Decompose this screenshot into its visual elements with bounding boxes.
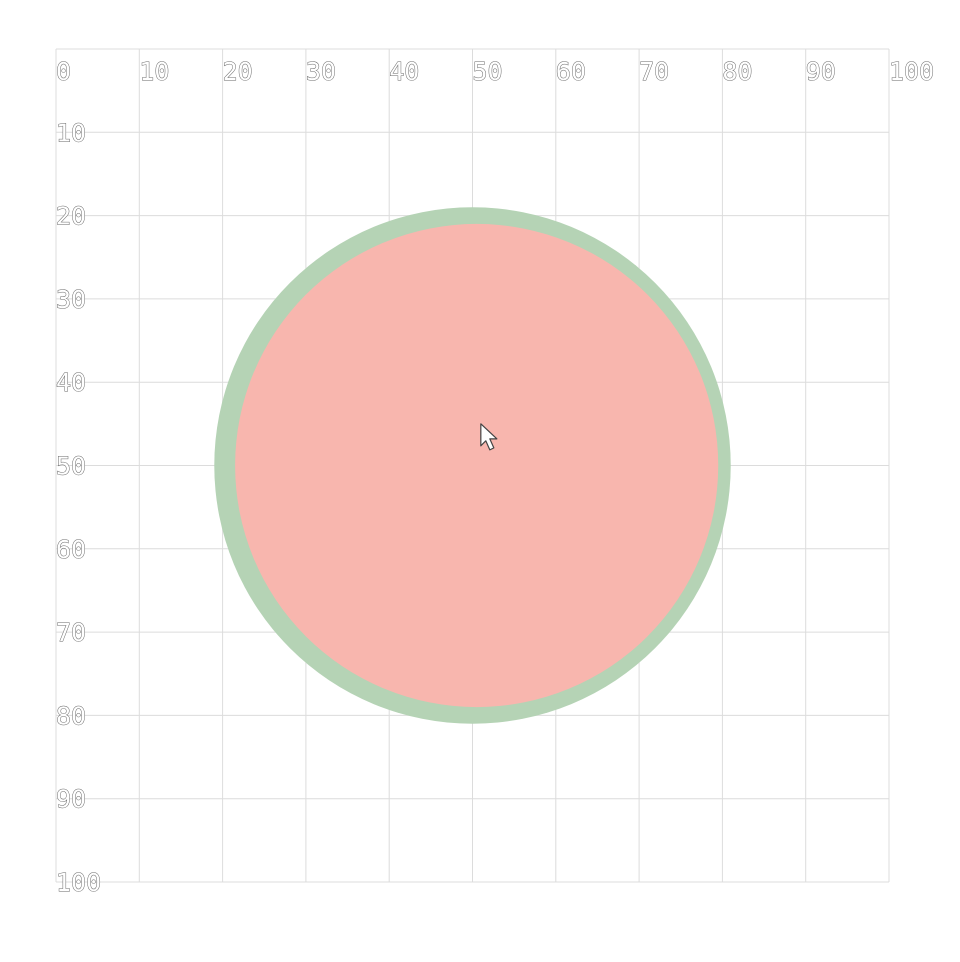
x-tick-label: 0	[56, 57, 71, 86]
inner-circle[interactable]	[235, 223, 719, 708]
y-tick-label: 50	[56, 452, 86, 481]
y-tick-label: 40	[56, 368, 86, 397]
x-tick-label: 10	[139, 57, 169, 86]
x-tick-label: 40	[389, 57, 419, 86]
x-tick-label: 70	[639, 57, 669, 86]
x-tick-label: 50	[473, 57, 503, 86]
y-tick-label: 70	[56, 618, 86, 647]
x-tick-label: 60	[556, 57, 586, 86]
y-tick-label: 20	[56, 202, 86, 231]
x-tick-label: 100	[889, 57, 934, 86]
y-tick-label: 10	[56, 118, 86, 147]
x-tick-label: 20	[223, 57, 253, 86]
x-tick-label: 30	[306, 57, 336, 86]
y-tick-label: 80	[56, 701, 86, 730]
axis-labels: 0 10 20 30 40 50 60 70 80 90 100 10 20 30 40 50 60 70 80 90…	[56, 57, 935, 898]
mouse-pointer-icon	[480, 423, 498, 451]
x-tick-label: 90	[806, 57, 836, 86]
y-tick-label: 100	[56, 868, 101, 897]
y-tick-label: 60	[56, 535, 86, 564]
y-tick-label: 90	[56, 785, 86, 814]
x-tick-label: 80	[722, 57, 752, 86]
y-tick-label: 30	[56, 285, 86, 314]
shapes-layer	[214, 207, 731, 724]
